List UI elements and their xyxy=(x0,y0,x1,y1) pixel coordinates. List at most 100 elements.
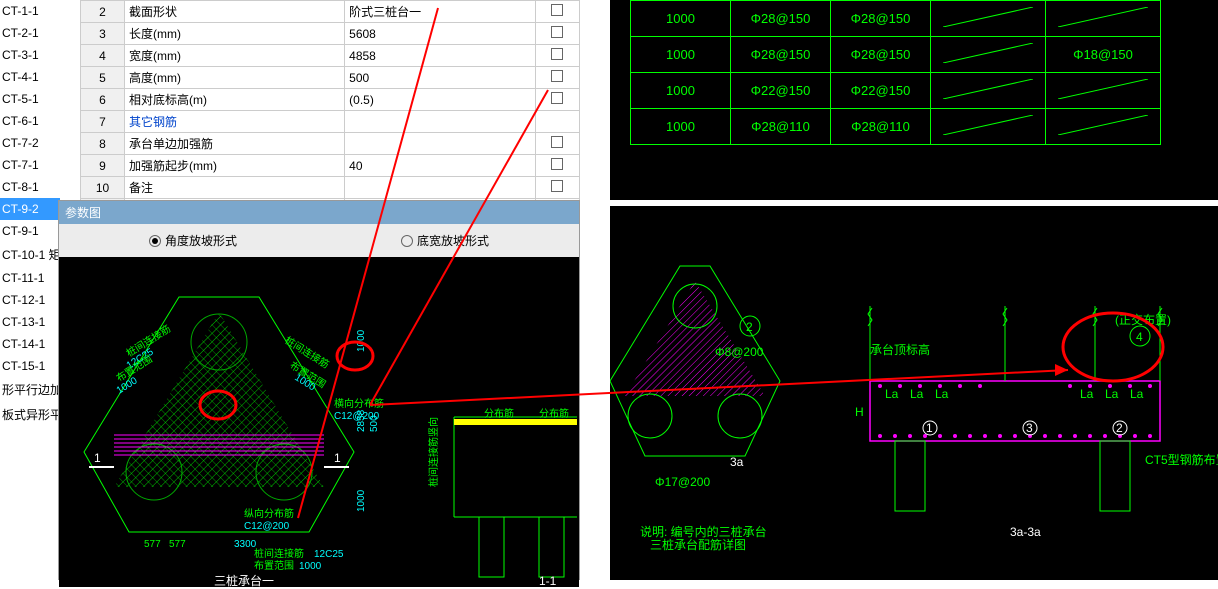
cad-table-cell xyxy=(931,73,1046,109)
cad-table-cell: 1000 xyxy=(631,1,731,37)
cad-table-row: 1000Φ28@150Φ28@150 xyxy=(631,1,1161,37)
svg-text:H: H xyxy=(855,405,864,419)
radio-width-slope[interactable]: 底宽放坡形式 xyxy=(401,232,489,249)
checkbox-cell[interactable] xyxy=(535,45,579,67)
cad-table-cell: Φ28@150 xyxy=(731,1,831,37)
svg-text:桩间连接筋竖向: 桩间连接筋竖向 xyxy=(427,417,440,487)
svg-text:2858: 2858 xyxy=(356,409,367,432)
radio-label: 底宽放坡形式 xyxy=(417,232,489,249)
property-row[interactable]: 7其它钢筋 xyxy=(81,111,580,133)
cad-plan-view: 2 Φ8@200 Φ17@200 3a 说明: 编号内的三桩承台 三桩承台配筋详… xyxy=(610,200,1218,580)
svg-text:桩间连接筋: 桩间连接筋 xyxy=(254,547,304,560)
cad-table-cell xyxy=(931,1,1046,37)
cad-table-cell xyxy=(931,37,1046,73)
property-row[interactable]: 8承台单边加强筋 xyxy=(81,133,580,155)
cad-table-cell: Φ28@150 xyxy=(831,37,931,73)
svg-text:La: La xyxy=(1105,387,1119,401)
property-value[interactable]: 500 xyxy=(345,67,536,89)
svg-text:3a: 3a xyxy=(730,455,744,469)
property-row[interactable]: 10备注 xyxy=(81,177,580,199)
cad-table-cell: 1000 xyxy=(631,37,731,73)
svg-text:分布筋: 分布筋 xyxy=(539,407,569,420)
sidebar-item[interactable]: CT-1-1 xyxy=(0,0,60,22)
sidebar-item[interactable]: CT-4-1 xyxy=(0,66,60,88)
checkbox-cell[interactable] xyxy=(535,67,579,89)
property-row[interactable]: 2截面形状阶式三桩台一 xyxy=(81,1,580,23)
checkbox-cell[interactable] xyxy=(535,23,579,45)
sidebar-item[interactable]: CT-7-2 xyxy=(0,132,60,154)
property-label: 备注 xyxy=(125,177,345,199)
sidebar-item[interactable]: CT-9-1 xyxy=(0,220,60,242)
sidebar-item[interactable]: 板式异形平 xyxy=(0,402,60,427)
property-label: 高度(mm) xyxy=(125,67,345,89)
svg-text:La: La xyxy=(910,387,924,401)
property-value[interactable]: 5608 xyxy=(345,23,536,45)
row-number: 2 xyxy=(81,1,125,23)
checkbox-cell[interactable] xyxy=(535,111,579,133)
property-row[interactable]: 5高度(mm)500 xyxy=(81,67,580,89)
property-value[interactable] xyxy=(345,133,536,155)
svg-text:布置范围: 布置范围 xyxy=(254,559,294,572)
property-value[interactable]: 4858 xyxy=(345,45,536,67)
svg-text:3a-3a: 3a-3a xyxy=(1010,525,1041,539)
property-value[interactable] xyxy=(345,111,536,133)
sidebar-item[interactable]: CT-12-1 xyxy=(0,289,60,311)
svg-text:1: 1 xyxy=(926,421,933,435)
pile-cap-diagram: 1 1 桩间连接筋 12C25 布置范围 1000 桩间连接筋 布置范围 100… xyxy=(59,257,579,587)
sidebar-item[interactable]: CT-2-1 xyxy=(0,22,60,44)
sidebar-item[interactable]: CT-7-1 xyxy=(0,154,60,176)
sidebar-item[interactable]: CT-10-1 矩 xyxy=(0,242,60,267)
svg-text:12C25: 12C25 xyxy=(314,549,344,560)
checkbox-cell[interactable] xyxy=(535,89,579,111)
checkbox-cell[interactable] xyxy=(535,1,579,23)
radio-bar: 角度放坡形式 底宽放坡形式 xyxy=(59,224,579,257)
property-label: 承台单边加强筋 xyxy=(125,133,345,155)
cad-table-cell: Φ28@110 xyxy=(731,109,831,145)
property-value[interactable]: 阶式三桩台一 xyxy=(345,1,536,23)
cad-table-cell: Φ22@150 xyxy=(731,73,831,109)
property-label: 截面形状 xyxy=(125,1,345,23)
row-number: 6 xyxy=(81,89,125,111)
sidebar-item[interactable]: CT-3-1 xyxy=(0,44,60,66)
sidebar-item[interactable]: CT-5-1 xyxy=(0,88,60,110)
rebar-table: 1000Φ28@150Φ28@1501000Φ28@150Φ28@150Φ18@… xyxy=(630,0,1161,145)
property-row[interactable]: 9加强筋起步(mm)40 xyxy=(81,155,580,177)
property-row[interactable]: 3长度(mm)5608 xyxy=(81,23,580,45)
cad-viewport: 1000Φ28@150Φ28@1501000Φ28@150Φ28@150Φ18@… xyxy=(610,0,1218,580)
svg-text:4: 4 xyxy=(1136,330,1143,344)
row-number: 7 xyxy=(81,111,125,133)
sidebar-item[interactable]: CT-11-1 xyxy=(0,267,60,289)
svg-text:三桩承台一: 三桩承台一 xyxy=(214,573,274,587)
sidebar-item[interactable]: CT-15-1 xyxy=(0,355,60,377)
sidebar-item[interactable]: CT-8-1 xyxy=(0,176,60,198)
checkbox-cell[interactable] xyxy=(535,177,579,199)
svg-text:1-1: 1-1 xyxy=(539,574,557,587)
section-tag-1r: 1 xyxy=(334,451,341,465)
checkbox-cell[interactable] xyxy=(535,133,579,155)
svg-text:La: La xyxy=(1130,387,1144,401)
svg-text:La: La xyxy=(1080,387,1094,401)
sidebar-item[interactable]: 形平行边加强 xyxy=(0,377,60,402)
component-list: CT-1-1CT-2-1CT-3-1CT-4-1CT-5-1CT-6-1CT-7… xyxy=(0,0,60,580)
cad-table-cell xyxy=(931,109,1046,145)
property-value[interactable]: 40 xyxy=(345,155,536,177)
property-row[interactable]: 6相对底标高(m)(0.5) xyxy=(81,89,580,111)
property-value[interactable] xyxy=(345,177,536,199)
sidebar-item[interactable]: CT-9-2 xyxy=(0,198,60,220)
property-row[interactable]: 4宽度(mm)4858 xyxy=(81,45,580,67)
cad-table-cell xyxy=(1046,109,1161,145)
svg-text:3: 3 xyxy=(1026,421,1033,435)
svg-text:3300: 3300 xyxy=(234,539,257,550)
cad-table-row: 1000Φ22@150Φ22@150 xyxy=(631,73,1161,109)
radio-angle-slope[interactable]: 角度放坡形式 xyxy=(149,232,237,249)
row-number: 8 xyxy=(81,133,125,155)
property-value[interactable]: (0.5) xyxy=(345,89,536,111)
sidebar-item[interactable]: CT-13-1 xyxy=(0,311,60,333)
diagram-canvas: 1 1 桩间连接筋 12C25 布置范围 1000 桩间连接筋 布置范围 100… xyxy=(59,257,579,587)
sidebar-item[interactable]: CT-6-1 xyxy=(0,110,60,132)
svg-text:Φ17@200: Φ17@200 xyxy=(655,475,710,489)
sidebar-item[interactable]: CT-14-1 xyxy=(0,333,60,355)
row-number: 9 xyxy=(81,155,125,177)
checkbox-cell[interactable] xyxy=(535,155,579,177)
property-table: 2截面形状阶式三桩台一3长度(mm)56084宽度(mm)48585高度(mm)… xyxy=(80,0,580,221)
